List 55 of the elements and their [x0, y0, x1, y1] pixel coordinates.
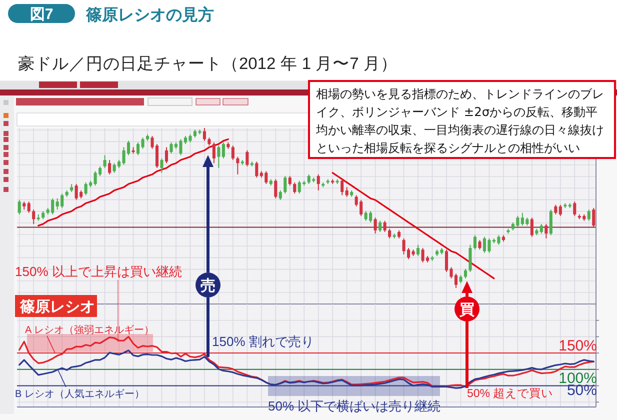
candlestick	[231, 145, 234, 160]
annotation: 150% 以上で上昇は買い継続	[15, 264, 182, 279]
candlestick	[388, 228, 392, 239]
legend-label: B レシオ（人気エネルギー）	[15, 388, 144, 400]
candlestick	[378, 220, 382, 232]
candlestick	[278, 190, 282, 200]
chart-subtitle: 豪ドル／円の日足チャート（2012 年 1 月〜7 月）	[18, 54, 398, 73]
chart-title: 篠原レシオの見方	[85, 5, 214, 24]
candlestick	[554, 204, 558, 215]
candlestick	[160, 158, 164, 174]
candlestick	[374, 217, 377, 234]
candlestick	[32, 209, 36, 224]
candlestick	[530, 217, 534, 238]
candlestick	[549, 209, 552, 236]
ref-line-label: 150%	[558, 338, 597, 355]
candlestick	[202, 128, 206, 142]
annotation: 50% 超えで買い	[467, 387, 554, 400]
candlestick	[473, 234, 476, 250]
candlestick	[468, 244, 472, 272]
candlestick	[478, 240, 482, 250]
chart-title: 篠原レシオ	[19, 298, 95, 316]
candlestick	[416, 244, 420, 256]
candlestick	[316, 174, 320, 191]
candlestick	[293, 182, 296, 194]
candlestick	[464, 268, 468, 279]
candlestick	[222, 142, 225, 159]
candlestick	[18, 200, 21, 215]
candlestick	[164, 146, 168, 164]
candlestick	[540, 224, 543, 234]
candlestick	[217, 145, 220, 168]
annotation: 売	[200, 278, 216, 294]
candlestick	[27, 201, 30, 214]
candlestick	[288, 176, 292, 186]
candlestick	[587, 209, 590, 222]
annotation: 相場の勢いを見る指標のため、トレンドラインのブレイク、ボリンジャーバンド ±2σからの反転、移動平均かい離率の収束、一目均衡表の遅行線の日々線抜けといった相場反転を探るシグナルとの相性がいい	[315, 87, 604, 155]
candlestick	[558, 204, 562, 216]
candlestick	[340, 178, 344, 196]
candlestick	[246, 150, 249, 167]
annotation: 買	[458, 302, 474, 318]
candlestick	[345, 186, 348, 198]
candlestick	[592, 208, 596, 228]
candlestick	[383, 220, 386, 232]
candlestick	[284, 176, 287, 194]
candlestick	[255, 161, 258, 178]
candlestick	[108, 160, 112, 175]
candlestick	[212, 142, 216, 164]
annotation: 150% 割れで売り	[212, 334, 314, 349]
caption: 図7	[30, 6, 54, 23]
candlestick	[236, 156, 240, 175]
candlestick	[274, 178, 278, 199]
ref-line-label: 50%	[566, 382, 597, 400]
candlestick	[103, 154, 106, 168]
candlestick	[573, 201, 576, 216]
candlestick	[544, 224, 548, 239]
series-label: A レシオ（強弱エネルギー）	[25, 324, 154, 336]
